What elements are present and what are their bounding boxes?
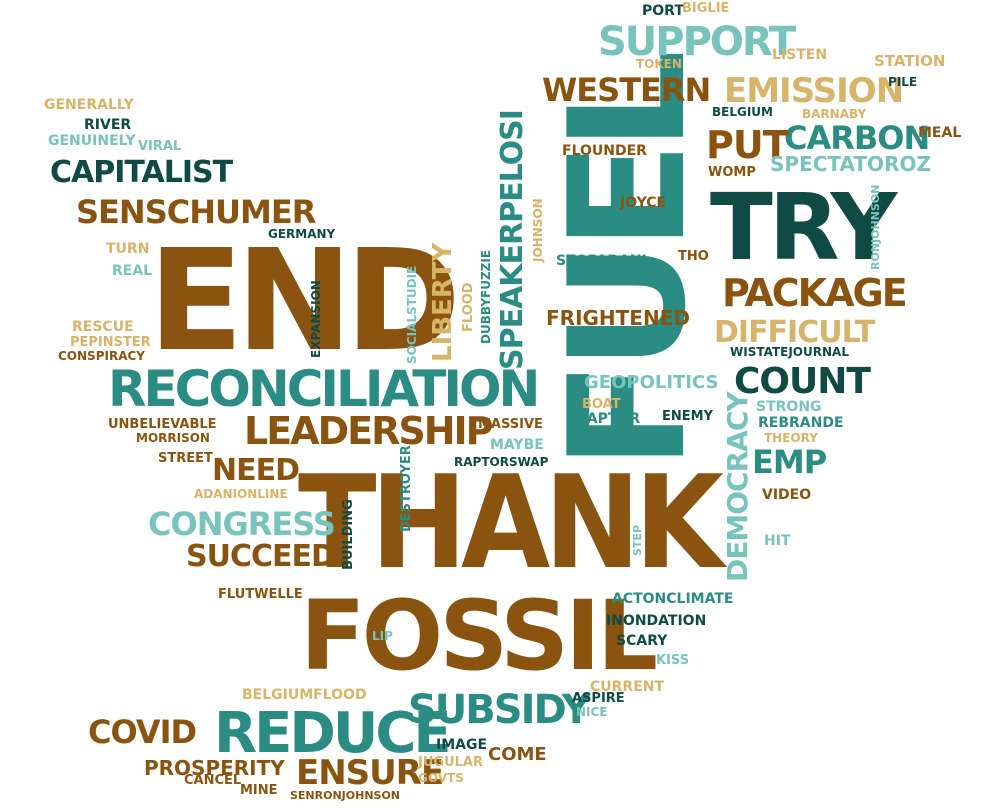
- word-river: RIVER: [84, 117, 132, 133]
- word-street: STREET: [158, 451, 213, 466]
- word-raptorswap: RAPTORSWAP: [454, 455, 549, 469]
- word-genuinely: GENUINELY: [48, 133, 136, 149]
- word-flutwelle: FLUTWELLE: [218, 587, 303, 602]
- word-need: NEED: [212, 453, 300, 488]
- word-womp: WOMP: [708, 165, 756, 180]
- word-wistatejournal: WISTATEJOURNAL: [730, 345, 849, 359]
- word-nice: NICE: [576, 705, 608, 719]
- word-tho: THO: [678, 249, 709, 264]
- word-biglie: BIGLIE: [682, 1, 730, 16]
- word-thank: THANK: [298, 449, 724, 598]
- word-meal: MEAL: [918, 125, 962, 141]
- word-station: STATION: [874, 52, 946, 70]
- word-senronjohnson: SENRONJOHNSON: [290, 789, 401, 802]
- word-reduce: REDUCE: [214, 701, 452, 766]
- word-senschumer: SENSCHUMER: [76, 193, 316, 231]
- word-conspiracy: CONSPIRACY: [58, 349, 145, 363]
- word-prosperity: PROSPERITY: [144, 756, 285, 780]
- word-end: END: [148, 220, 461, 383]
- word-image: IMAGE: [436, 737, 488, 753]
- word-kiss: KISS: [656, 653, 690, 668]
- word-aspire: ASPIRE: [572, 691, 625, 706]
- word-flounder: FLOUNDER: [562, 143, 647, 159]
- word-johnson: JOHNSON: [531, 198, 545, 262]
- word-pile: PILE: [888, 75, 918, 89]
- word-support: SUPPORT: [598, 19, 796, 65]
- word-spectatoroz: SPECTATOROZ: [770, 152, 931, 176]
- word-socialstudie: SOCIALSTUDIE: [405, 265, 419, 364]
- word-stopadani: STOPADANI: [556, 253, 647, 269]
- word-belgium: BELGIUM: [712, 105, 773, 119]
- word-token: TOKEN: [636, 57, 682, 71]
- word-germany: GERMANY: [268, 227, 336, 241]
- word-expansion: EXPANSION: [309, 280, 323, 358]
- word-liberty: LIBERTY: [428, 242, 458, 362]
- word-package: PACKAGE: [722, 271, 908, 315]
- word-pepinster: PEPINSTER: [70, 335, 151, 350]
- word-scary: SCARY: [616, 633, 668, 649]
- word-joyce: JOYCE: [620, 195, 667, 211]
- word-congress: CONGRESS: [148, 505, 336, 543]
- word-real: REAL: [112, 263, 153, 279]
- word-building: BUILDING: [341, 499, 356, 570]
- word-emp: EMP: [752, 443, 827, 481]
- word-raptor: RAPTOR: [576, 411, 641, 427]
- word-western: WESTERN: [542, 71, 711, 109]
- word-generally: GENERALLY: [44, 97, 134, 113]
- word-leadership: LEADERSHIP: [244, 409, 494, 453]
- word-hit: HIT: [764, 533, 791, 549]
- word-lip: LIP: [372, 629, 393, 643]
- word-come: COME: [488, 744, 547, 765]
- word-govts: GOVTS: [418, 771, 464, 785]
- word-mine: MINE: [240, 783, 278, 798]
- word-succeed: SUCCEED: [186, 539, 336, 574]
- word-ronjohnson: RONJOHNSON: [869, 184, 882, 270]
- word-massive: MASSIVE: [478, 417, 543, 432]
- word-geopolitics: GEOPOLITICS: [584, 372, 719, 393]
- word-current: CURRENT: [590, 679, 665, 695]
- word-flood: FLOOD: [461, 282, 476, 332]
- word-carbon: CARBON: [784, 119, 930, 157]
- word-capitalist: CAPITALIST: [50, 155, 233, 190]
- word-democracy: DEMOCRACY: [721, 392, 754, 582]
- word-theory: THEORY: [764, 431, 818, 445]
- word-destroyer: DESTROYER: [399, 445, 414, 532]
- word-actonclimate: ACTONCLIMATE: [612, 591, 734, 607]
- word-dubbyfuzzie: DUBBYFUZZIE: [479, 249, 493, 344]
- word-listen: LISTEN: [772, 47, 828, 63]
- word-port: PORT: [642, 3, 684, 19]
- word-reconciliation: RECONCILIATION: [108, 360, 540, 418]
- word-try: TRY: [710, 174, 897, 281]
- word-turn: TURN: [106, 241, 150, 257]
- word-count: COUNT: [734, 361, 871, 402]
- word-strong: STRONG: [756, 399, 822, 415]
- word-emission: EMISSION: [724, 71, 904, 111]
- word-step: STEP: [631, 524, 644, 556]
- word-viral: VIRAL: [138, 139, 182, 154]
- word-inondation: INONDATION: [606, 613, 707, 629]
- word-enemy: ENEMY: [662, 409, 713, 424]
- word-fossil: FOSSIL: [300, 580, 658, 692]
- word-speakerpelosi: SPEAKERPELOSI: [495, 110, 530, 370]
- word-frightened: FRIGHTENED: [546, 306, 690, 330]
- word-difficult: DIFFICULT: [714, 315, 875, 350]
- word-covid: COVID: [88, 713, 197, 751]
- word-belgiumflood: BELGIUMFLOOD: [242, 687, 367, 703]
- word-rebrande: REBRANDE: [758, 415, 844, 431]
- word-cancel: CANCEL: [184, 773, 242, 788]
- word-rescue: RESCUE: [72, 319, 134, 335]
- word-boat: BOAT: [582, 397, 621, 412]
- word-put: PUT: [706, 123, 789, 167]
- word-barnaby: BARNABY: [802, 107, 867, 121]
- word-maybe: MAYBE: [490, 437, 544, 453]
- word-subsidy: SUBSIDY: [408, 687, 591, 733]
- word-morrison: MORRISON: [136, 431, 210, 445]
- word-unbelievable: UNBELIEVABLE: [108, 417, 217, 432]
- word-adanionline: ADANIONLINE: [194, 487, 288, 501]
- word-video: VIDEO: [762, 487, 812, 503]
- word-ensure: ENSURE: [296, 753, 444, 793]
- word-jugular: JUGULAR: [418, 755, 483, 770]
